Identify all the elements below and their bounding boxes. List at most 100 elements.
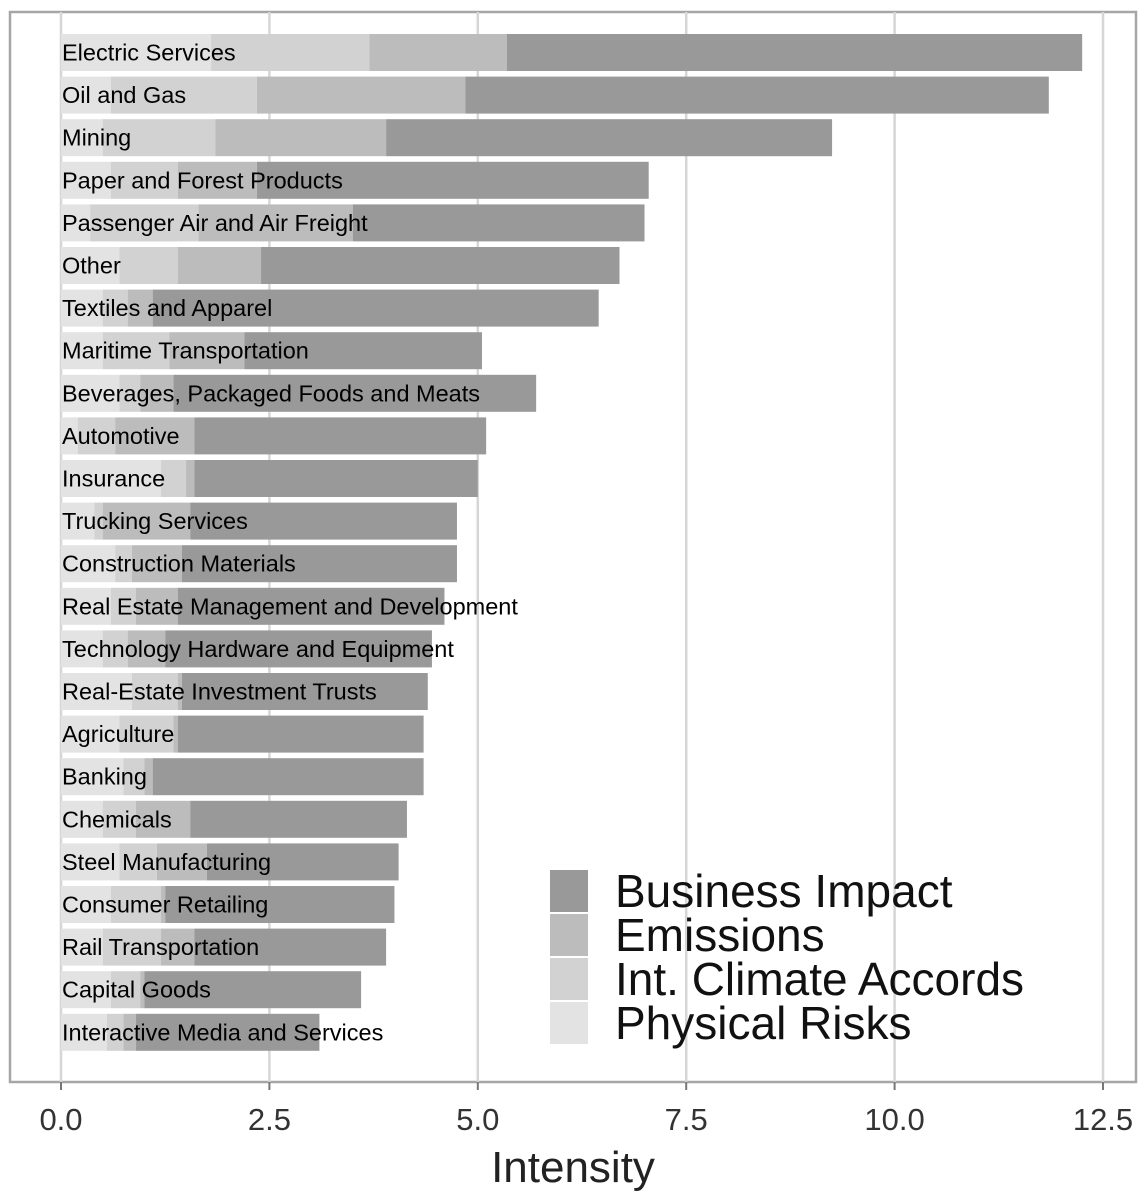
bar-segment: [61, 800, 103, 838]
category-label: Banking: [62, 764, 147, 790]
category-label: Trucking Services: [62, 508, 248, 534]
bar-segment: [194, 928, 387, 966]
bar-segment: [94, 502, 103, 540]
bar-segment: [152, 289, 599, 327]
bar-segment: [136, 800, 191, 838]
bar-segment: [173, 715, 178, 753]
bar-segment: [102, 332, 170, 370]
x-tick-label: 2.5: [248, 1102, 291, 1137]
bar-segment: [61, 545, 116, 583]
bar-segment: [144, 758, 153, 796]
legend-label: Int. Climate Accords: [615, 953, 1024, 1005]
bar-segment: [61, 119, 103, 157]
x-tick-label: 12.5: [1073, 1102, 1133, 1137]
bar-segment: [61, 843, 120, 881]
bar-segment: [61, 204, 91, 242]
bar-segment: [61, 161, 112, 199]
bar-segment: [161, 460, 187, 497]
bar-segment: [156, 843, 207, 881]
bar-segment: [506, 34, 1083, 71]
category-label: Construction Materials: [62, 551, 296, 577]
x-tick-label: 10.0: [864, 1102, 924, 1137]
bar-segment: [215, 119, 387, 157]
category-label: Consumer Retailing: [62, 892, 268, 918]
bar-segment: [61, 289, 103, 327]
bar-segment: [123, 758, 145, 796]
bar-segment: [256, 76, 466, 114]
bar-segment: [194, 417, 487, 455]
bar-segment: [61, 587, 112, 625]
bar-segment: [61, 332, 103, 370]
legend-swatch: [550, 870, 588, 912]
bar-segment: [165, 886, 395, 923]
bar-segment: [119, 374, 141, 412]
bar-segment: [186, 460, 195, 497]
bar-segment: [261, 247, 620, 284]
bar-segment: [61, 630, 103, 668]
category-label: Agriculture: [62, 721, 174, 747]
category-label: Textiles and Apparel: [62, 295, 272, 321]
bar-segment: [61, 673, 132, 710]
bar-segment: [119, 715, 174, 753]
bar-segment: [140, 971, 145, 1009]
category-label: Paper and Forest Products: [62, 167, 343, 193]
bar-segment: [102, 630, 128, 668]
bar-segment: [61, 502, 95, 540]
bar-segment: [127, 630, 166, 668]
bar-segment: [173, 374, 537, 412]
bar-segment: [465, 76, 1049, 114]
bar-segment: [115, 545, 132, 583]
category-label: Mining: [62, 125, 131, 151]
bar-segment: [102, 119, 216, 157]
bar-segment: [161, 886, 166, 923]
category-label: Beverages, Packaged Foods and Meats: [62, 380, 480, 406]
category-label: Electric Services: [62, 40, 236, 66]
x-axis-title: Intensity: [491, 1143, 655, 1192]
category-label: Real-Estate Investment Trusts: [62, 679, 377, 705]
bar-segment: [102, 800, 137, 838]
bar-segment: [90, 204, 199, 242]
bar-segment: [119, 843, 157, 881]
bar-segment: [177, 247, 262, 284]
bar-segment: [144, 971, 362, 1009]
bar-segment: [102, 502, 191, 540]
bar-segment: [61, 374, 120, 412]
bar-segment: [106, 1013, 124, 1051]
bar-segment: [111, 587, 137, 625]
bar-segment: [136, 587, 178, 625]
category-label: Automotive: [62, 423, 180, 449]
bar-segment: [61, 417, 78, 455]
bar-segment: [136, 1013, 320, 1051]
category-labels: Electric Services Oil and Gas Mining Paper …: [62, 40, 518, 1046]
bar-segment: [352, 204, 645, 242]
bar-segment: [256, 161, 649, 199]
bar-segment: [131, 545, 182, 583]
x-tick-label: 0.0: [39, 1102, 82, 1137]
bar-segment: [152, 758, 424, 796]
legend-label: Emissions: [615, 909, 825, 961]
bar-segment: [190, 502, 457, 540]
bar-segment: [115, 417, 195, 455]
bar-segment: [102, 928, 162, 966]
bar-segment: [369, 34, 507, 71]
bar-segment: [177, 161, 257, 199]
x-tick-label: 5.0: [456, 1102, 499, 1137]
category-label: Rail Transportation: [62, 934, 259, 960]
x-axis: 0.0 2.5 5.0 7.5 10.0 12.5: [39, 1082, 1133, 1137]
bar-segment: [111, 76, 257, 114]
bar-segment: [177, 673, 182, 710]
bar-segment: [169, 332, 245, 370]
category-label: Maritime Transportation: [62, 338, 309, 364]
bar-segment: [131, 673, 178, 710]
bar-segment: [177, 587, 445, 625]
bars: [61, 34, 1083, 1051]
bar-segment: [181, 673, 428, 710]
bar-segment: [123, 1013, 137, 1051]
bar-segment: [61, 715, 120, 753]
bar-segment: [61, 247, 120, 284]
category-label: Steel Manufacturing: [62, 849, 271, 875]
category-label: Interactive Media and Services: [62, 1019, 383, 1045]
bar-segment: [206, 843, 399, 881]
